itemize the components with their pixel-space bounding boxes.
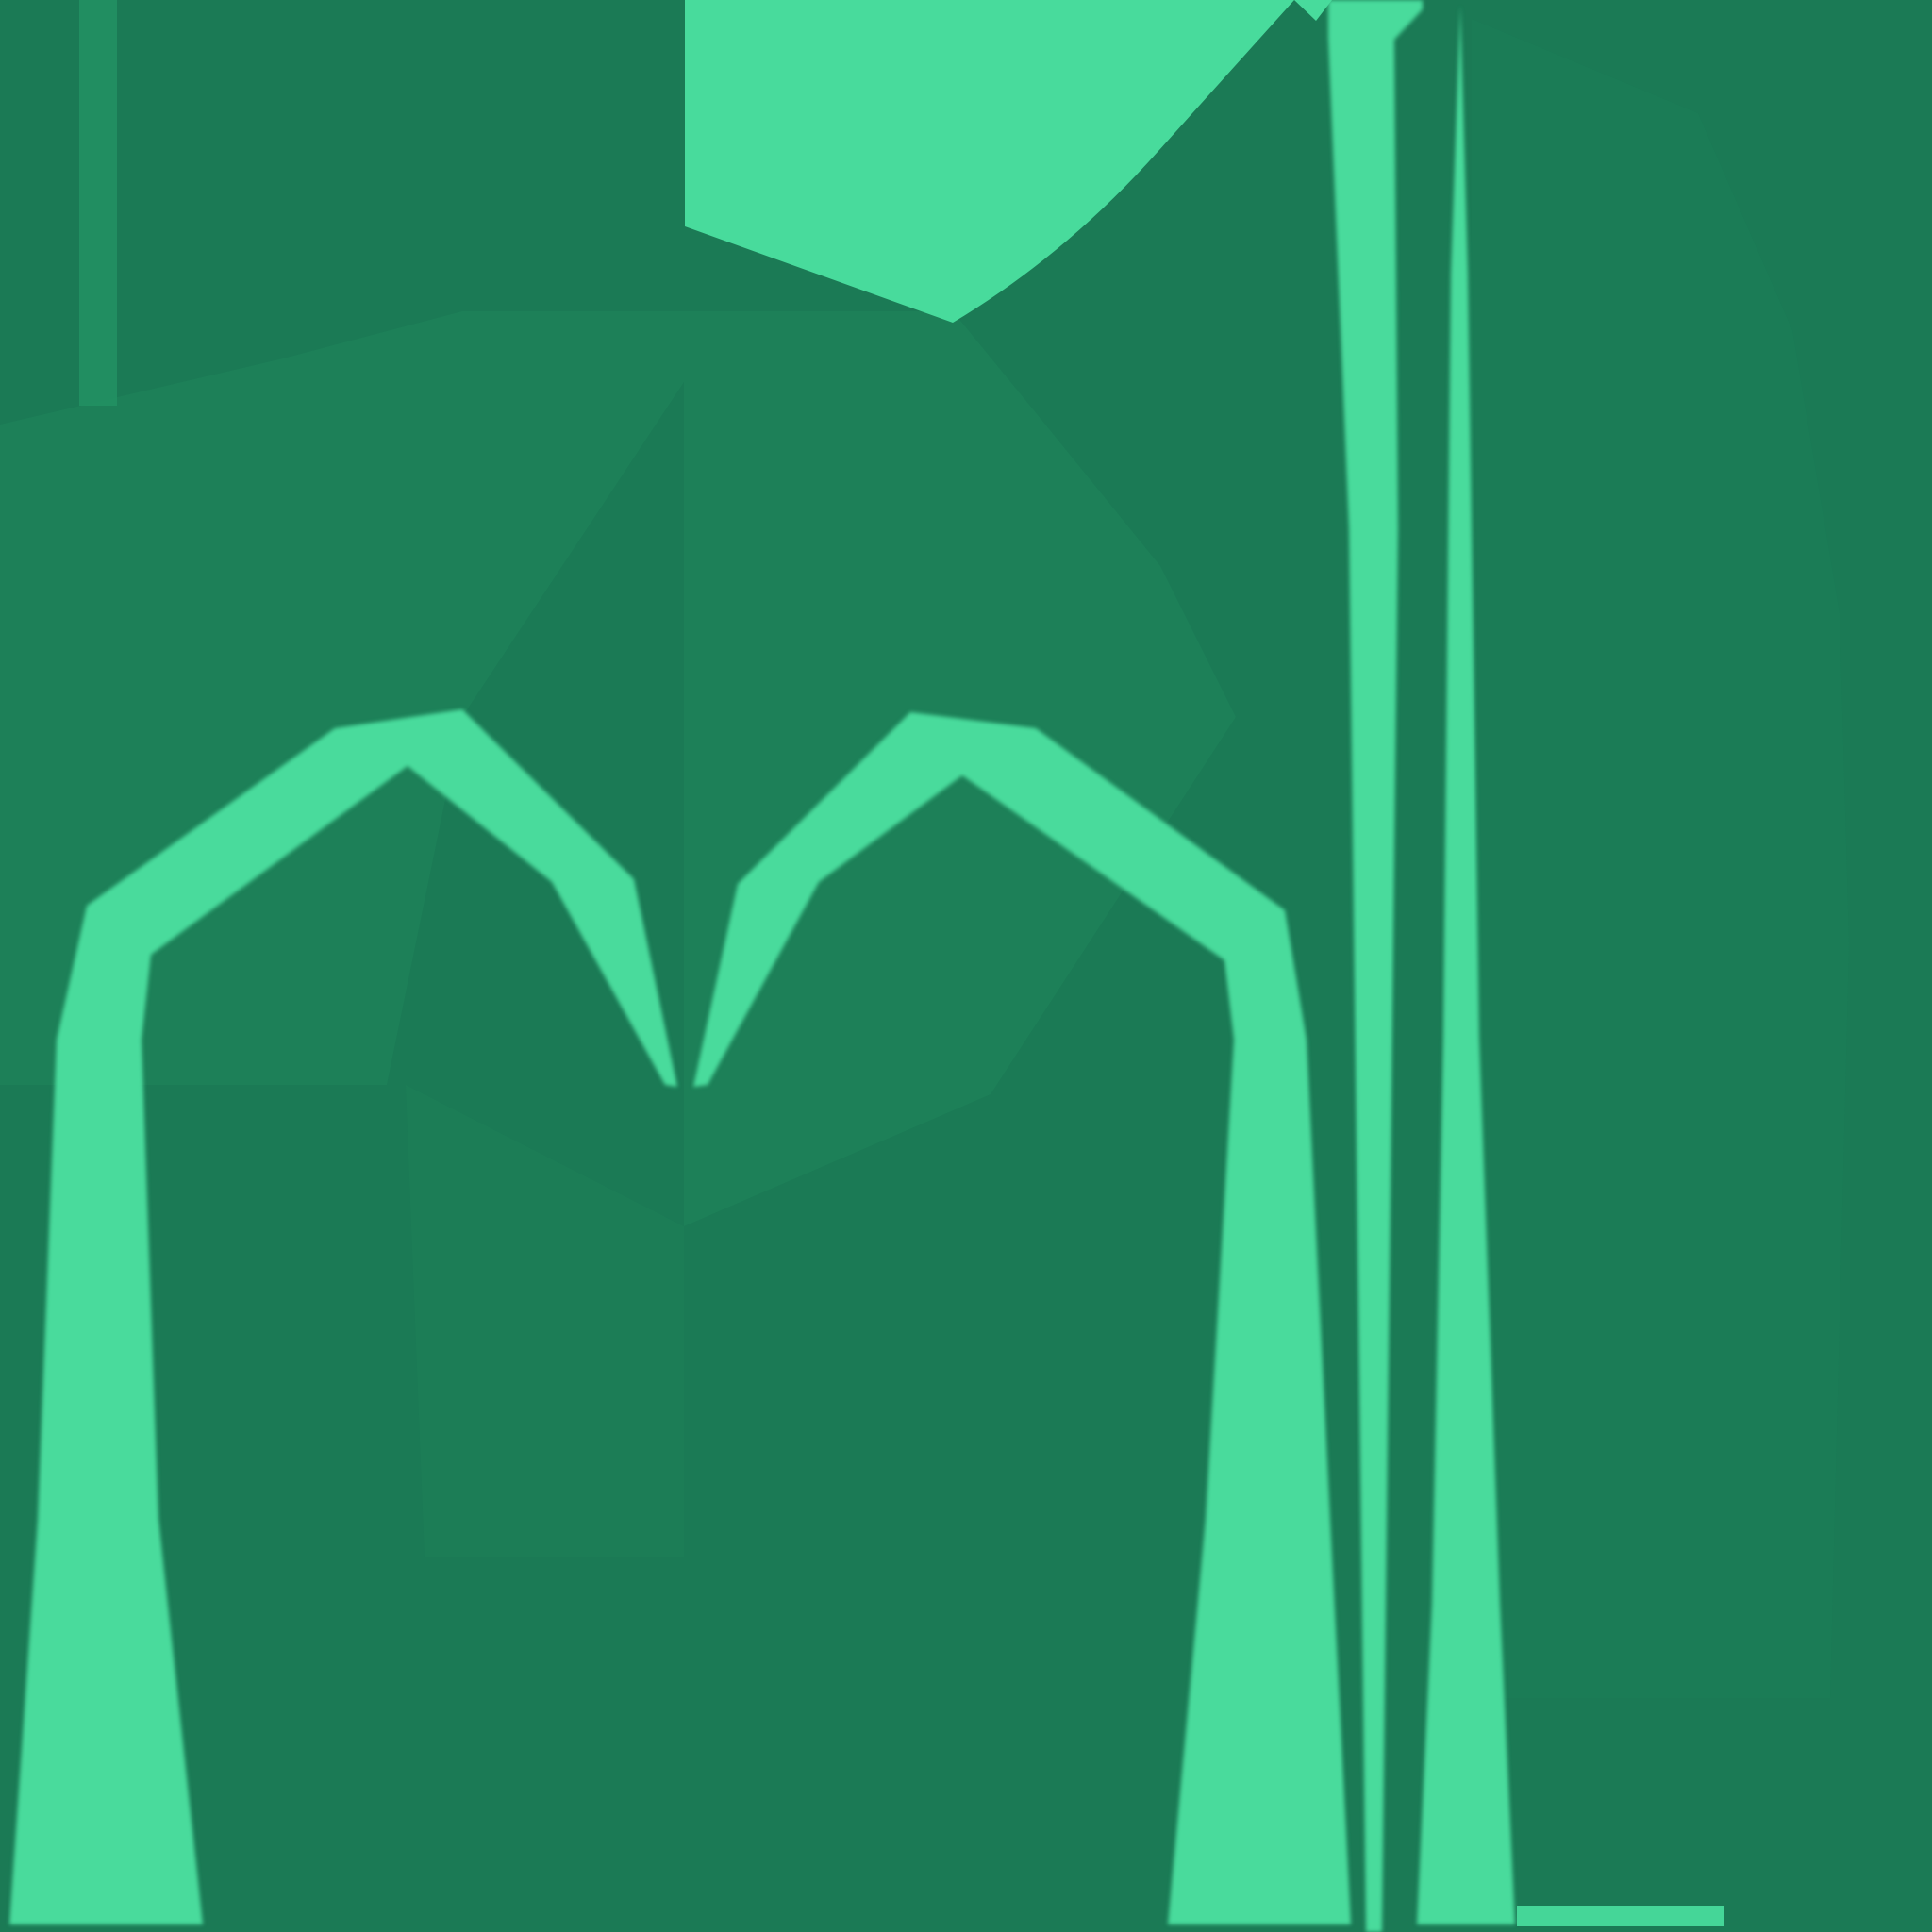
- uv-strip-bottom-right: [1517, 1906, 1724, 1926]
- uv-island-top-accent: [685, 0, 1294, 323]
- uv-island-top-notch: [1294, 0, 1332, 21]
- uv-arch-right: [693, 712, 1351, 1924]
- uv-arch-left: [9, 709, 677, 1924]
- uv-panel-lower-center: [406, 1085, 684, 1557]
- uv-spike-tall-1: [1328, 0, 1423, 1932]
- uv-strip-left: [79, 0, 117, 406]
- uv-panel-right: [1472, 19, 1849, 1698]
- uv-spike-tall-2: [1417, 6, 1515, 1924]
